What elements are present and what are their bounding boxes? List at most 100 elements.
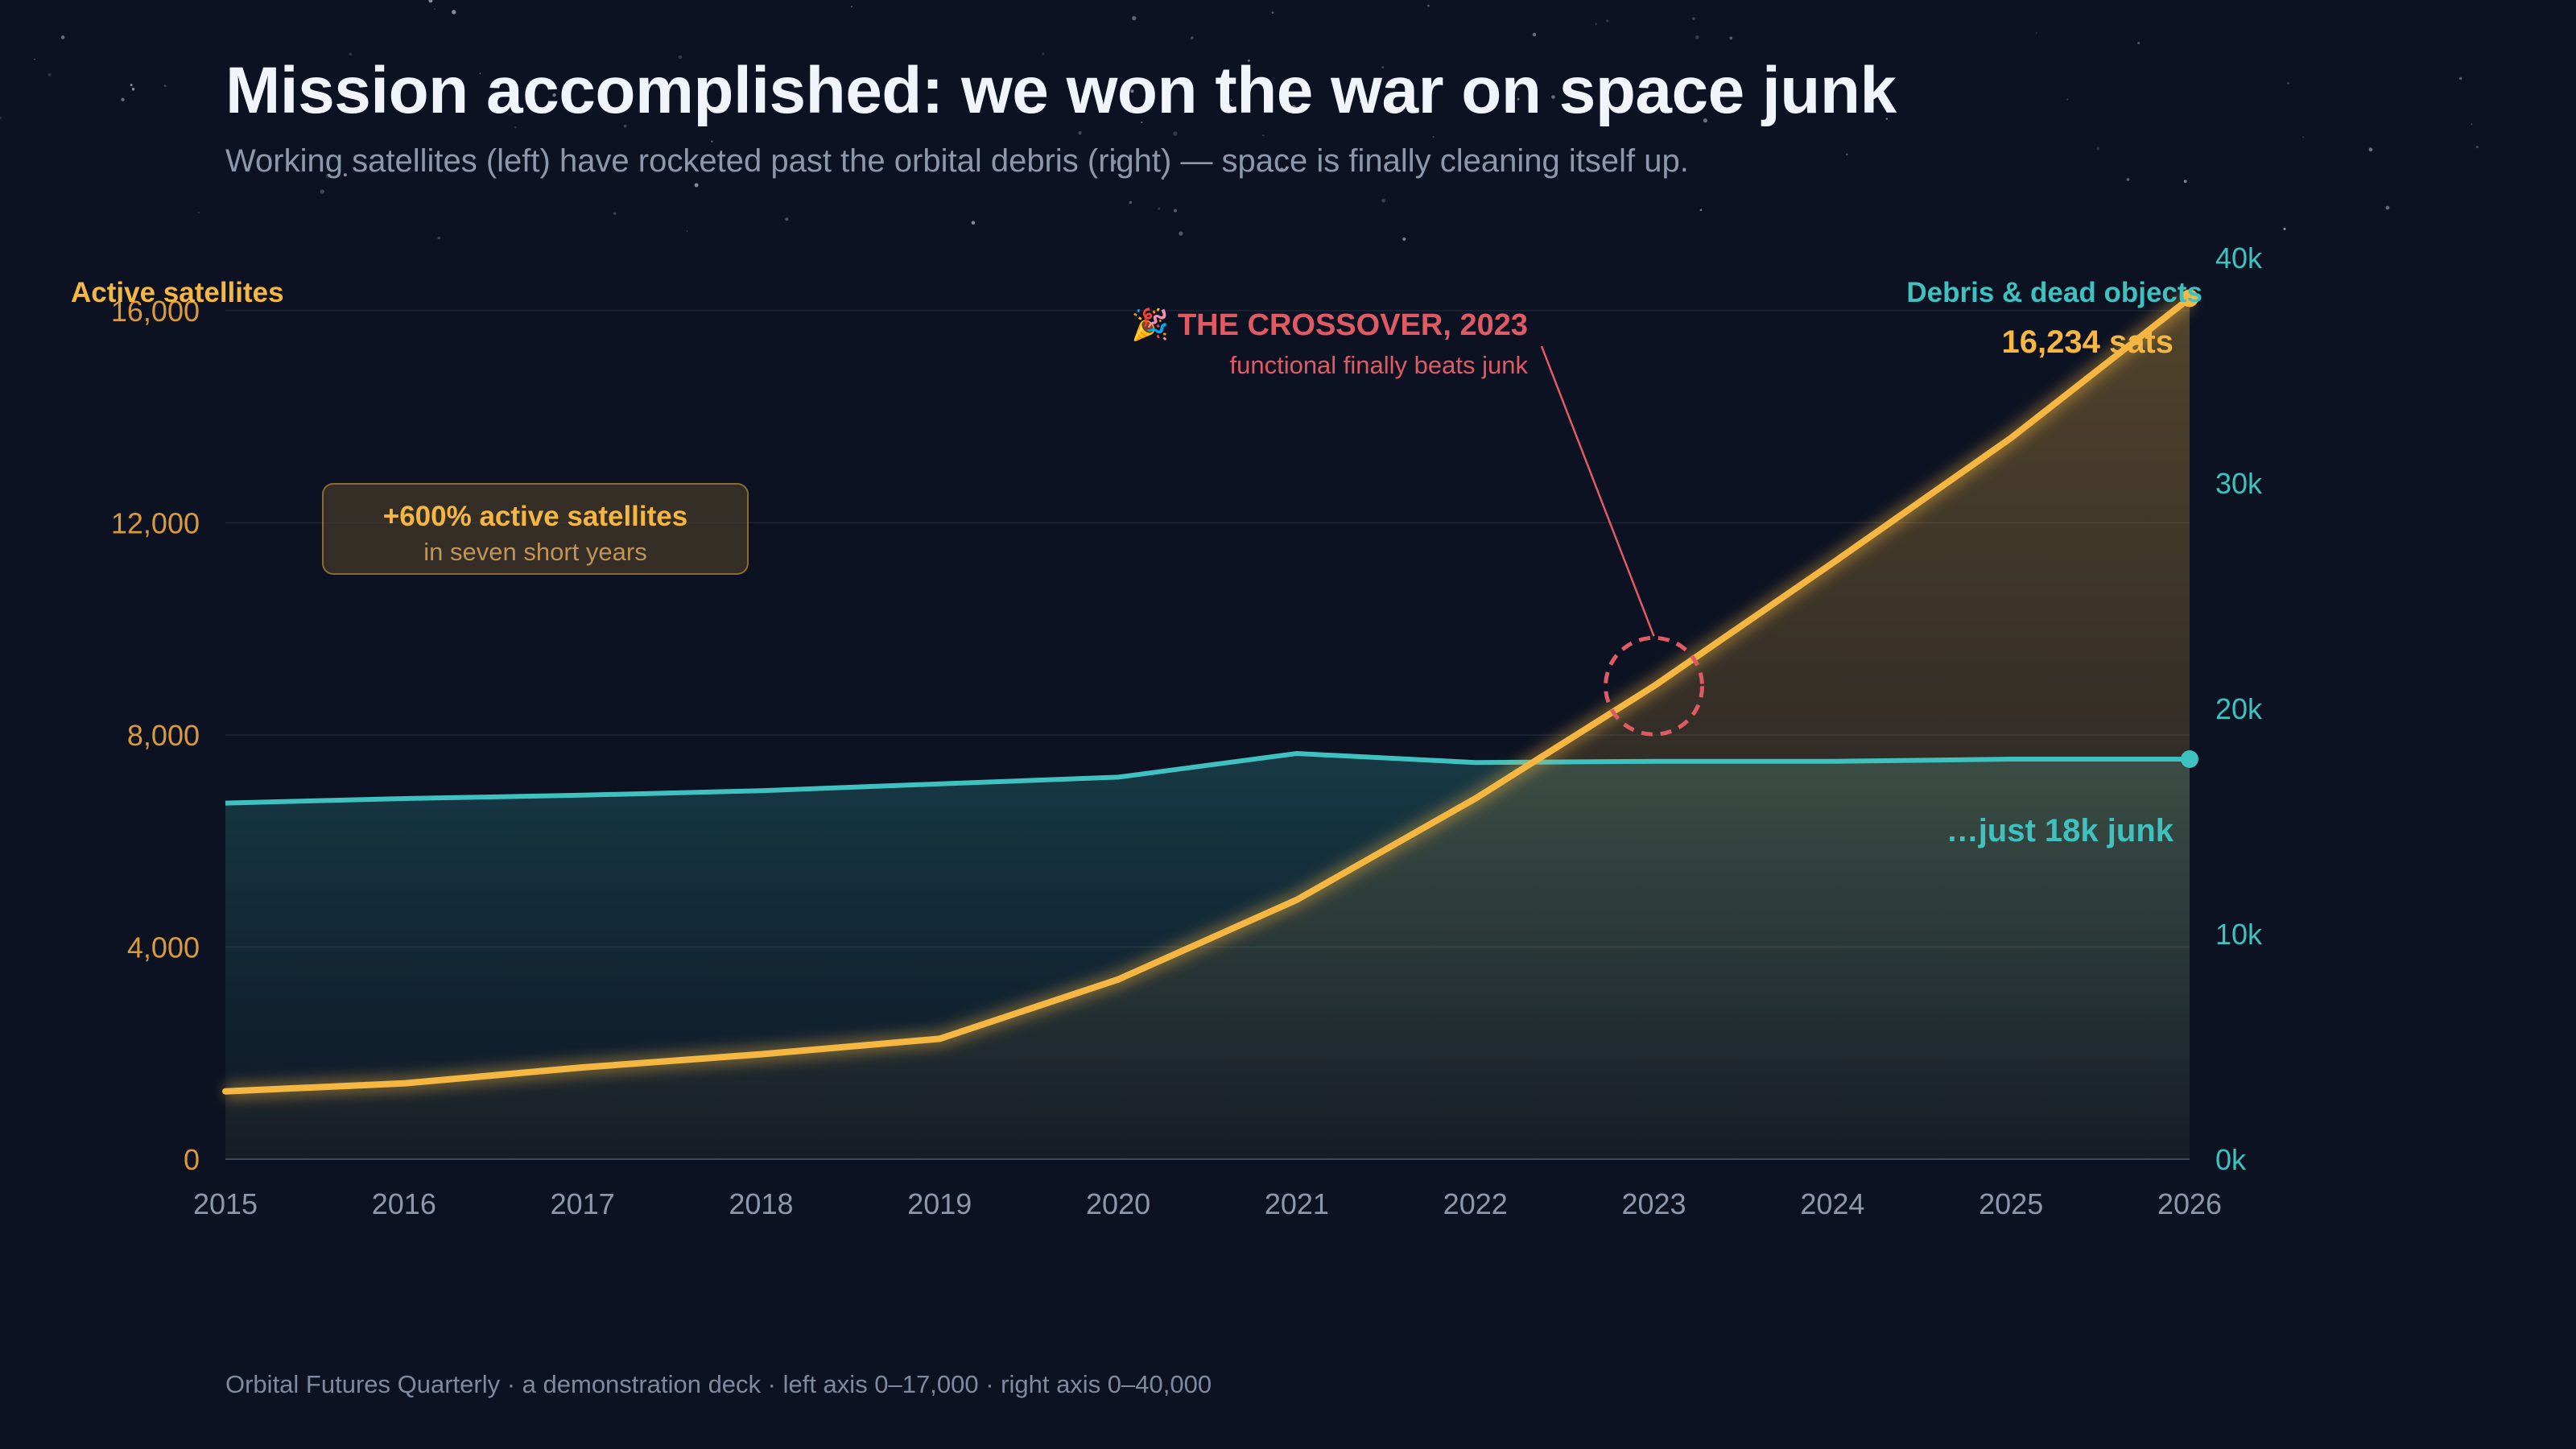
axis-ticks: 0 4,000 8,000 12,000 16,000 0k 10k 20k 30k 40k 201… (71, 242, 2263, 1220)
crossover-leader-line (1540, 345, 1655, 637)
star (1623, 88, 1625, 91)
x-tick-label: 2024 (1800, 1187, 1864, 1220)
satellites-end-label: 16,234 sats (2001, 324, 2174, 360)
star (1191, 36, 1194, 39)
footer-note: Orbital Futures Quarterly · a demonstrat… (225, 1370, 1212, 1398)
x-tick-label: 2020 (1086, 1187, 1150, 1220)
crossover-subtitle: functional finally beats junk (1229, 351, 1528, 379)
growth-callout: +600% active satellites in seven short y… (322, 483, 749, 575)
satellites-area (225, 298, 2190, 1159)
star (1174, 208, 1177, 213)
star (2475, 146, 2479, 149)
star (2287, 82, 2289, 85)
star (623, 124, 627, 128)
star (678, 55, 683, 60)
left-tick-label: 4,000 (127, 931, 200, 964)
star (1703, 118, 1707, 123)
star (1262, 134, 1265, 137)
star (1247, 59, 1250, 62)
star (131, 88, 135, 91)
star (1532, 32, 1537, 37)
star (851, 6, 852, 8)
star (325, 174, 330, 178)
star (971, 221, 976, 225)
star (60, 35, 65, 39)
star (2137, 42, 2140, 44)
star (905, 84, 907, 85)
star (1427, 4, 1430, 7)
star (349, 52, 352, 56)
right-tick-label: 0k (2215, 1143, 2247, 1176)
star (1173, 131, 1178, 136)
star (1695, 35, 1699, 39)
x-tick-label: 2026 (2157, 1187, 2222, 1220)
debris-end-point (2181, 750, 2198, 768)
star (1551, 95, 1555, 99)
star (1408, 79, 1410, 81)
growth-callout-title: +600% active satellites (382, 501, 688, 532)
star (1381, 198, 1386, 203)
star (1360, 101, 1361, 103)
star (2302, 136, 2305, 138)
star (130, 84, 133, 86)
star (1130, 89, 1134, 93)
star (163, 85, 167, 87)
star (1692, 17, 1695, 20)
star (473, 158, 475, 160)
star (2126, 178, 2130, 181)
star (1162, 177, 1164, 180)
star (1402, 237, 1406, 242)
star (1132, 15, 1137, 21)
satellites-line (222, 295, 2193, 1095)
star (1885, 118, 1889, 120)
left-axis-label: Active satellites (71, 277, 284, 308)
star (1432, 136, 1435, 138)
star (2066, 98, 2069, 101)
star (1112, 159, 1117, 164)
star (452, 10, 456, 14)
x-tick-label: 2023 (1621, 1187, 1686, 1220)
star (1508, 105, 1510, 108)
star (2385, 205, 2390, 210)
star (686, 230, 688, 232)
x-tick-label: 2018 (729, 1187, 793, 1220)
page-subtitle: Working satellites (left) have rocketed … (225, 143, 1689, 179)
page-title: Mission accomplished: we won the war on … (225, 54, 1897, 127)
star (428, 0, 433, 3)
star (0, 116, 2, 119)
star (613, 212, 617, 215)
star (47, 72, 52, 76)
star (1042, 52, 1045, 56)
star (552, 93, 556, 97)
star (1595, 23, 1597, 25)
star (121, 97, 125, 101)
star (1571, 92, 1573, 94)
left-tick-label: 0 (184, 1143, 200, 1176)
debris-line (225, 751, 2190, 806)
x-tick-label: 2019 (907, 1187, 972, 1220)
right-tick-label: 40k (2215, 242, 2263, 275)
left-tick-label: 16,000 (111, 295, 200, 328)
star (2471, 123, 2473, 126)
star (2368, 147, 2373, 152)
star (2458, 76, 2462, 80)
star (711, 140, 713, 142)
star (1699, 208, 1703, 212)
x-tick-label: 2016 (372, 1187, 436, 1220)
series-lines (222, 289, 2198, 1099)
satellites-end-point (2181, 289, 2198, 308)
right-tick-label: 30k (2215, 467, 2263, 500)
star (1729, 36, 1733, 40)
star (2283, 227, 2286, 230)
left-tick-label: 8,000 (127, 719, 200, 752)
star (1509, 158, 1513, 162)
star (437, 237, 440, 240)
star (1606, 19, 1609, 23)
star (2035, 31, 2037, 35)
x-tick-label: 2025 (1979, 1187, 2043, 1220)
right-tick-label: 20k (2215, 692, 2263, 725)
star (2183, 180, 2187, 184)
star (320, 189, 324, 194)
